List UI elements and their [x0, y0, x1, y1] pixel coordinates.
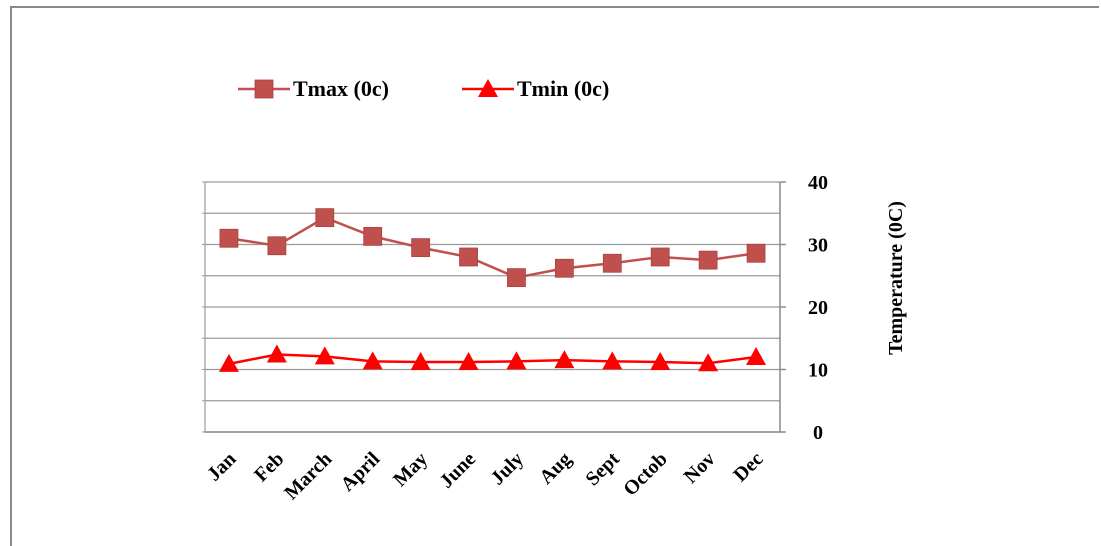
x-tick-label: Sept [582, 448, 625, 491]
series-line [228, 216, 757, 279]
data-point [266, 344, 287, 363]
data-point [698, 250, 718, 270]
chart-frame [10, 6, 1099, 546]
legend-label: Tmax (0c) [293, 76, 389, 101]
data-point [314, 346, 335, 365]
axes [204, 181, 786, 433]
x-tick-label: July [486, 448, 527, 489]
data-point [254, 79, 274, 99]
data-point [315, 208, 335, 228]
data-point [459, 247, 478, 267]
x-tick-label: Octob [619, 448, 671, 500]
series-line [228, 353, 757, 366]
gridlines [202, 181, 780, 433]
x-tick-label: April [336, 448, 384, 496]
data-point [554, 258, 574, 278]
data-point [507, 268, 526, 288]
y-tick-label: 0 [813, 422, 823, 444]
data-point [218, 353, 239, 372]
x-tick-label: Dec [729, 448, 767, 486]
x-tick-label: June [435, 448, 480, 493]
data-point [411, 238, 431, 258]
data-point [219, 228, 239, 248]
y-tick-labels: 0 10 20 30 40 [808, 172, 828, 444]
data-point [363, 226, 383, 246]
data-point [410, 352, 431, 370]
data-point [698, 353, 719, 372]
x-tick-label: Nov [680, 448, 720, 488]
data-point [650, 352, 671, 370]
data-point [650, 247, 670, 267]
y-axis-label: Temperature (0C) [885, 201, 907, 355]
data-point [506, 351, 527, 370]
data-point [554, 350, 575, 369]
series-layer [218, 208, 767, 372]
data-point [602, 253, 622, 273]
data-point [458, 352, 479, 370]
x-tick-label: Feb [250, 448, 288, 486]
y-tick-label: 30 [808, 235, 828, 257]
x-tick-label: March [280, 448, 336, 504]
legend-label: Tmin (0c) [517, 76, 609, 101]
y-tick-label: 40 [808, 172, 828, 194]
data-point [478, 79, 498, 97]
data-point [267, 236, 287, 256]
data-point [746, 347, 767, 365]
data-point [602, 351, 623, 370]
x-tick-label: May [389, 448, 432, 491]
x-tick-label: Aug [535, 448, 576, 489]
data-point [362, 351, 383, 370]
legend: Tmax (0c) Tmin (0c) [238, 76, 609, 101]
y-tick-label: 20 [808, 297, 828, 319]
x-tick-label: Jan [203, 448, 241, 486]
y-tick-label: 10 [808, 360, 828, 382]
data-point [746, 243, 766, 263]
